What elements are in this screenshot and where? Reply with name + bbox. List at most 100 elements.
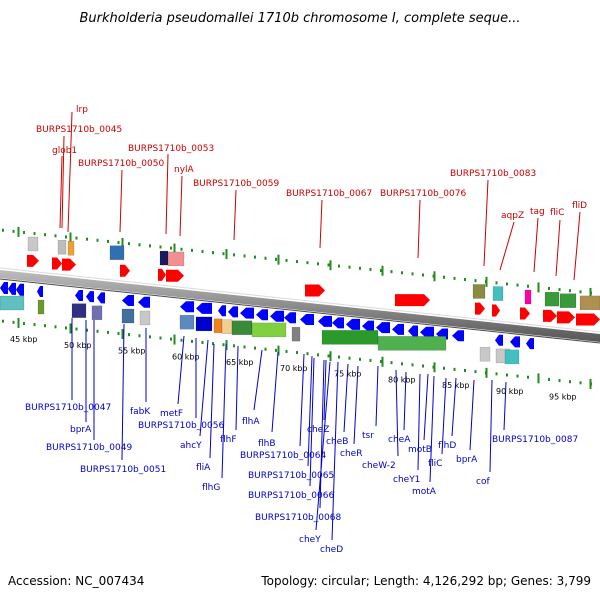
inner-tick-major-tick [225, 340, 228, 351]
callout-line [323, 359, 327, 421]
reverse-gene [86, 291, 94, 303]
outer-tick-dot [317, 262, 319, 266]
forward-gene-label: nylA [174, 165, 195, 175]
topology-text: Topology: circular; Length: 4,126,292 bp… [261, 574, 591, 588]
feature-block [321, 330, 379, 345]
reverse-gene-label: metF [160, 409, 183, 419]
forward-gene-label: BURPS1710b_0059 [193, 179, 279, 189]
callout-line [179, 175, 183, 237]
outer-tick-dot [369, 267, 372, 271]
outer-tick-major-tick [277, 254, 280, 265]
reverse-gene [420, 326, 434, 338]
reverse-gene-label: flhB [258, 439, 276, 449]
feature-block [504, 349, 520, 365]
outer-tick-dot [527, 284, 529, 288]
inner-tick-dot [506, 373, 508, 377]
reverse-gene-label: flhF [220, 435, 237, 445]
forward-gene-label: aqpZ [501, 211, 524, 221]
callout-line [451, 377, 457, 437]
inner-tick-major-tick [277, 345, 280, 356]
inner-tick-dot [348, 356, 351, 360]
outer-tick-dot [138, 243, 141, 247]
inner-tick-major-tick [381, 356, 384, 367]
reverse-gene-label: BURPS1710b_0051 [80, 465, 166, 475]
reverse-gene [75, 290, 83, 301]
callout-line [429, 375, 435, 483]
feature-block [179, 314, 195, 330]
outer-tick-dot [107, 239, 109, 243]
outer-tick-dot [443, 275, 445, 279]
inner-tick-dot [369, 358, 372, 362]
backbone [0, 267, 600, 344]
inner-tick-dot [527, 375, 529, 379]
reverse-gene [196, 302, 212, 314]
reverse-gene-label: flhD [438, 441, 456, 451]
reverse-gene [284, 312, 296, 324]
outer-tick-dot [464, 277, 466, 281]
outer-tick-major-tick [121, 238, 124, 249]
outer-tick-dot [548, 286, 550, 290]
forward-gene-label: tag [530, 207, 545, 217]
outer-tick-dot [327, 263, 330, 267]
feature-block [195, 316, 213, 332]
callout-line [209, 343, 215, 459]
callout-line [573, 211, 581, 281]
outer-tick-major-tick [69, 232, 72, 243]
outer-tick-major-tick [173, 243, 176, 254]
callout-line [319, 199, 323, 249]
kbp-label: 90 kbp [496, 387, 524, 396]
callout-line [489, 379, 493, 473]
inner-tick-dot [401, 362, 403, 366]
outer-tick-dot [191, 248, 193, 252]
forward-gene-label: fliC [550, 208, 564, 218]
outer-tick-dot [65, 235, 67, 239]
outer-tick-major-tick [225, 249, 228, 260]
reverse-gene-label: fabK [130, 407, 151, 417]
reverse-gene [510, 336, 520, 348]
callout-line [119, 169, 123, 233]
reverse-gene-label: BURPS1710b_0064 [240, 451, 326, 461]
feature-block [121, 308, 135, 324]
inner-tick-dot [75, 327, 78, 331]
callout-line [253, 349, 263, 411]
outer-tick-dot [33, 232, 36, 236]
forward-gene [52, 257, 62, 270]
inner-tick-major-tick [433, 362, 436, 373]
inner-tick-dot [579, 381, 582, 385]
outer-tick-dot [422, 273, 424, 277]
outer-tick-dot [23, 230, 25, 234]
inner-tick-dot [54, 325, 57, 329]
kbp-label: 65 kbp [226, 358, 254, 367]
outer-tick-dot [2, 228, 4, 232]
outer-tick-dot [149, 244, 151, 248]
feature-block [109, 245, 125, 260]
outer-tick-dot [495, 281, 498, 285]
reverse-gene [228, 306, 238, 318]
inner-tick-dot [180, 338, 183, 342]
outer-tick-major-tick [589, 287, 592, 298]
reverse-gene-label: fliA [196, 463, 211, 473]
reverse-gene-label: BURPS1710b_0065 [248, 471, 334, 481]
inner-tick-dot [380, 360, 382, 364]
callout-line [271, 351, 279, 433]
ruler-outer [2, 226, 592, 298]
inner-tick-dot [138, 334, 141, 338]
reverse-gene [8, 282, 16, 295]
callout-line [221, 343, 227, 479]
feature-block [479, 346, 491, 362]
forward-gene [492, 304, 500, 317]
outer-tick-dot [75, 236, 78, 240]
reverse-gene [97, 292, 105, 304]
callout-line [59, 155, 63, 229]
outer-tick-dot [506, 282, 508, 286]
forward-gene-label: BURPS1710b_0050 [78, 159, 164, 169]
inner-tick-dot [96, 329, 99, 333]
callout-line [483, 179, 489, 267]
inner-tick-major-tick [537, 373, 540, 384]
callout-line [315, 361, 331, 531]
inner-tick-dot [443, 366, 445, 370]
feature-block [291, 326, 301, 342]
inner-tick-major-tick [69, 323, 72, 334]
reverse-gene [346, 318, 360, 330]
